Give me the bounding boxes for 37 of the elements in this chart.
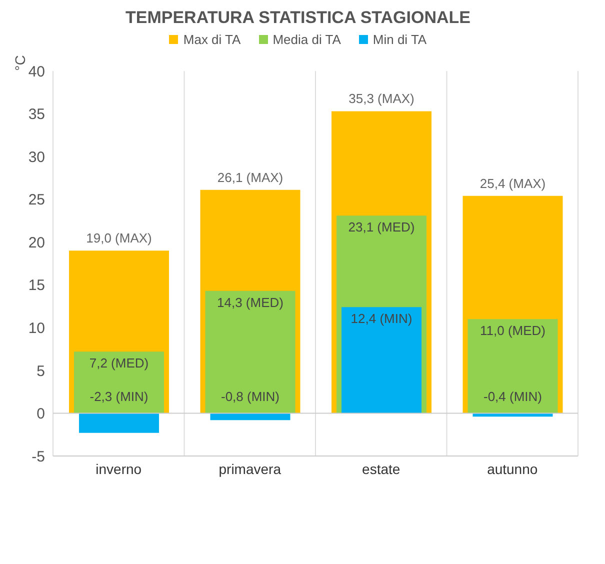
bar xyxy=(74,352,164,414)
y-tick-label: 25 xyxy=(28,192,45,209)
y-tick-label: 10 xyxy=(28,320,45,337)
bar xyxy=(342,307,422,414)
data-label: 35,3 (MAX) xyxy=(348,91,414,106)
y-tick-label: 35 xyxy=(28,106,45,124)
x-tick-label: estate xyxy=(362,460,400,477)
legend-label: Min di TA xyxy=(372,32,427,47)
y-tick-label: 20 xyxy=(28,234,45,252)
data-label: 12,4 (MIN) xyxy=(350,311,412,326)
bar xyxy=(79,413,159,433)
bar xyxy=(468,319,558,414)
x-tick-label: inverno xyxy=(96,460,142,477)
data-label: 23,1 (MED) xyxy=(348,220,415,235)
y-tick-label: 0 xyxy=(36,406,45,423)
x-tick-label: autunno xyxy=(487,460,538,477)
bar xyxy=(205,290,296,414)
x-tick-label: primavera xyxy=(218,460,282,477)
legend-label: Media di TA xyxy=(272,32,341,47)
data-label: 25,4 (MAX) xyxy=(480,176,546,191)
data-label: 11,0 (MED) xyxy=(480,323,546,338)
data-label: 14,3 (MED) xyxy=(217,294,284,310)
y-tick-label: 15 xyxy=(28,277,45,294)
data-label: -2,3 (MIN) xyxy=(90,389,148,404)
data-label: 26,1 (MAX) xyxy=(217,170,284,185)
data-label: -0,4 (MIN) xyxy=(484,389,542,404)
y-tick-label: 5 xyxy=(36,362,45,380)
y-tick-label: -5 xyxy=(32,448,45,466)
legend-label: Max di TA xyxy=(183,32,241,47)
data-label: 7,2 (MED) xyxy=(89,356,149,371)
chart-title: TEMPERATURA STATISTICA STAGIONALE xyxy=(124,8,472,28)
data-label: -0,8 (MIN) xyxy=(221,389,280,404)
bar xyxy=(210,413,290,420)
y-tick-label: 30 xyxy=(28,148,45,166)
y-tick-label: 40 xyxy=(28,63,45,80)
y-axis-title: °C xyxy=(12,55,28,71)
data-label: 19,0 (MAX) xyxy=(86,230,152,246)
